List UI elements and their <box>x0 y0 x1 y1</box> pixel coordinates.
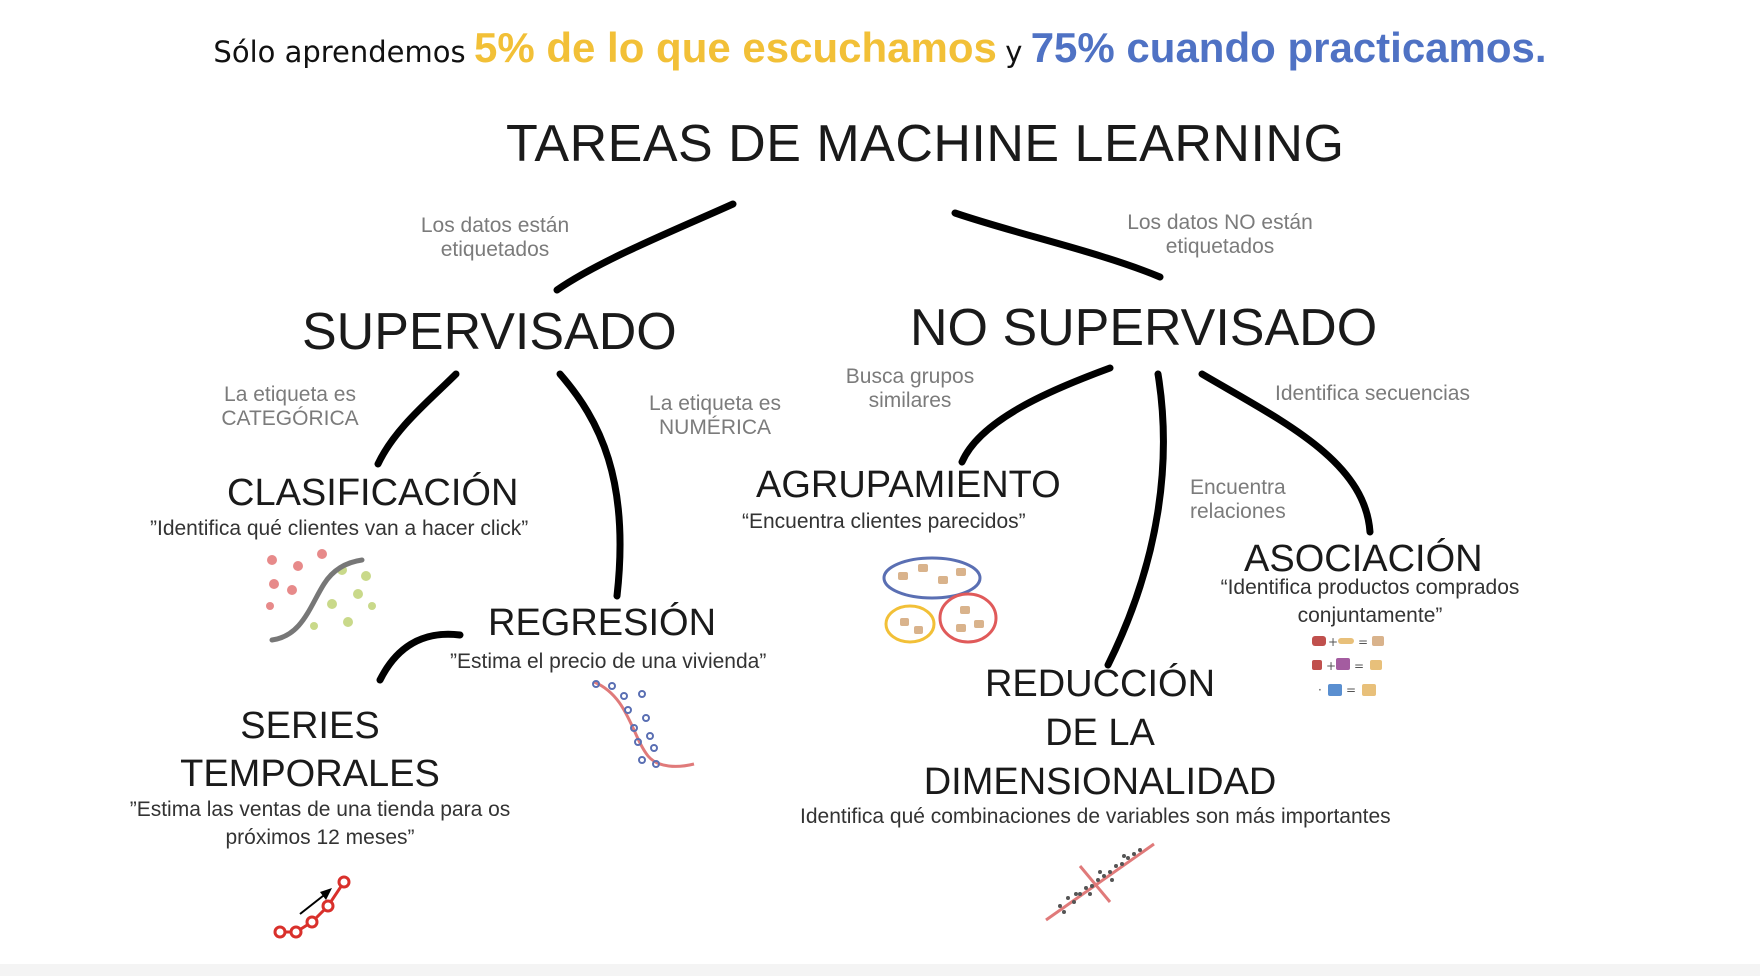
svg-text:+: + <box>1326 659 1336 673</box>
regression-condition-line1: La etiqueta es <box>649 392 781 415</box>
clustering-condition-line2: similares <box>868 389 952 412</box>
connector-regression-series <box>376 630 464 684</box>
connector-root-supervised <box>553 200 737 294</box>
banner-text-2: 5% de lo que escuchamos <box>473 24 997 71</box>
connector-supervised-regression <box>556 370 624 600</box>
time-series-label-line1: SERIES <box>240 705 380 747</box>
dimensionality-label-line1: REDUCCIÓN <box>984 663 1216 705</box>
clustering-condition-line1: Busca grupos <box>845 365 975 388</box>
time-series-example-line2: próximos 12 meses” <box>225 826 415 849</box>
supervised-condition-line2: etiquetados <box>440 238 550 261</box>
dimensionality-scatter-icon <box>1045 842 1155 922</box>
connector-unsupervised-dimensionality <box>1104 370 1167 669</box>
association-example-line2: conjuntamente” <box>1297 604 1443 627</box>
association-example-line1: “Identifica productos comprados <box>1220 576 1520 599</box>
dimensionality-label-line3: DIMENSIONALIDAD <box>923 761 1277 803</box>
svg-text:=: = <box>1346 683 1356 697</box>
classification-label: CLASIFICACIÓN <box>227 472 519 514</box>
dimensionality-condition-line1: Encuentra <box>1190 476 1286 499</box>
association-condition: Identifica secuencias <box>1275 382 1470 405</box>
regression-condition: La etiqueta es NUMÉRICA <box>640 392 790 440</box>
classification-scatter-icon <box>266 549 376 643</box>
dimensionality-condition: Encuentra relaciones <box>1190 476 1300 524</box>
supervised-condition: Los datos están etiquetados <box>405 214 585 262</box>
supervised-condition-line1: Los datos están <box>420 214 570 237</box>
classification-condition-line2: CATEGÓRICA <box>221 407 359 430</box>
time-series-icon <box>273 875 351 939</box>
unsupervised-condition: Los datos NO están etiquetados <box>1100 211 1340 259</box>
connector-unsupervised-clustering <box>958 364 1114 466</box>
classification-condition: La etiqueta es CATEGÓRICA <box>205 383 375 431</box>
clustering-groups-icon <box>882 556 998 644</box>
association-products-icon: + = + = · = <box>1312 635 1384 697</box>
svg-text:+: + <box>1328 635 1338 649</box>
clustering-label: AGRUPAMIENTO <box>756 464 1061 506</box>
clustering-example: “Encuentra clientes parecidos” <box>742 510 1026 533</box>
regression-curve-icon <box>592 680 695 768</box>
association-label: ASOCIACIÓN <box>1244 538 1483 580</box>
association-example: “Identifica productos comprados conjunta… <box>1200 574 1540 630</box>
supervised-label: SUPERVISADO <box>302 303 677 361</box>
svg-text:·: · <box>1318 683 1322 697</box>
regression-example: ”Estima el precio de una vivienda” <box>450 650 767 673</box>
clustering-condition: Busca grupos similares <box>830 365 990 413</box>
svg-text:=: = <box>1354 659 1364 673</box>
banner-text-1: Sólo aprendemos <box>213 35 466 69</box>
footer-bar <box>0 964 1760 976</box>
time-series-example-line1: ”Estima las ventas de una tienda para os <box>129 798 511 821</box>
regression-condition-line2: NUMÉRICA <box>658 416 771 439</box>
connector-root-unsupervised <box>951 209 1164 281</box>
dimensionality-label-line2: DE LA <box>1045 712 1155 754</box>
regression-label: REGRESIÓN <box>488 602 717 644</box>
motivational-banner: Sólo aprendemos 5% de lo que escuchamos … <box>0 24 1760 72</box>
banner-text-4: 75% cuando practicamos. <box>1030 24 1547 71</box>
dimensionality-condition-line2: relaciones <box>1190 500 1286 523</box>
unsupervised-label: NO SUPERVISADO <box>910 299 1378 357</box>
connector-unsupervised-association <box>1198 370 1374 536</box>
connector-supervised-classification <box>374 370 460 468</box>
time-series-label: SERIES TEMPORALES <box>150 702 470 798</box>
time-series-label-line2: TEMPORALES <box>180 753 440 795</box>
unsupervised-condition-line2: etiquetados <box>1165 235 1275 258</box>
dimensionality-label: REDUCCIÓN DE LA DIMENSIONALIDAD <box>880 660 1320 807</box>
time-series-example: ”Estima las ventas de una tienda para os… <box>105 796 535 852</box>
classification-condition-line1: La etiqueta es <box>224 383 356 406</box>
unsupervised-condition-line1: Los datos NO están <box>1127 211 1313 234</box>
banner-text-3: y <box>1005 35 1023 69</box>
diagram-title: TAREAS DE MACHINE LEARNING <box>506 115 1345 173</box>
svg-text:=: = <box>1358 635 1368 649</box>
classification-example: ”Identifica qué clientes van a hacer cli… <box>150 517 529 540</box>
dimensionality-example: Identifica qué combinaciones de variable… <box>800 805 1391 828</box>
